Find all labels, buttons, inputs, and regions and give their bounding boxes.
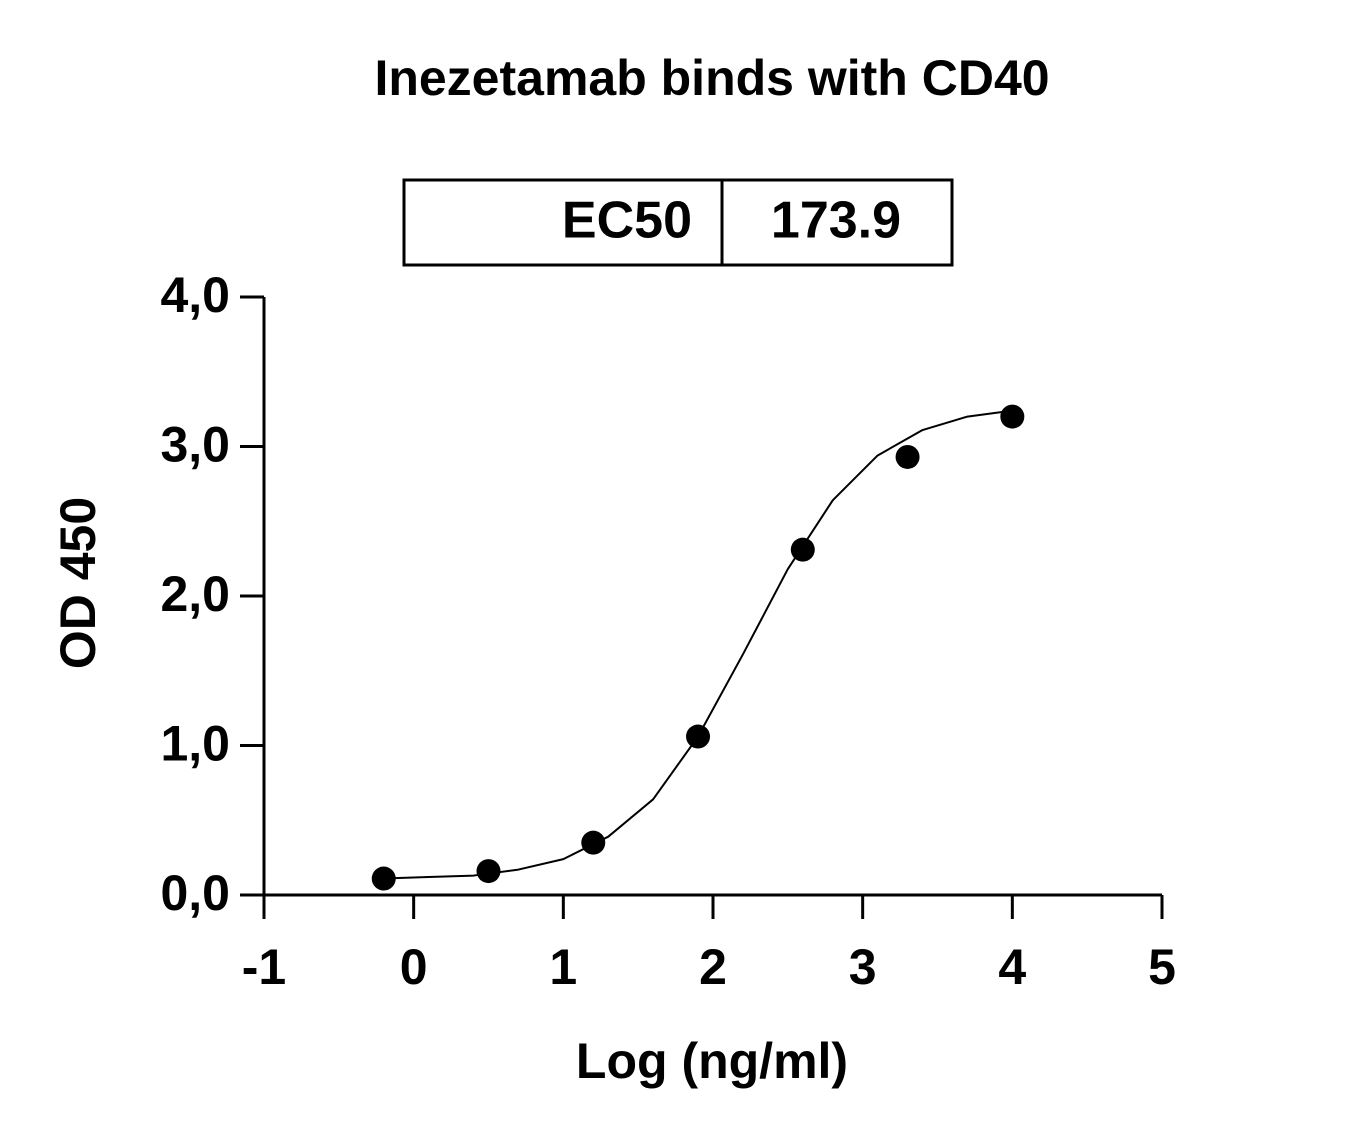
data-point (476, 859, 501, 884)
data-point (686, 724, 711, 749)
fit-curve (383, 409, 1013, 880)
x-tick-label: 1 (549, 939, 577, 995)
x-tick-label: 5 (1148, 939, 1176, 995)
table-label: EC50 (562, 192, 692, 250)
x-tick-label: 0 (400, 939, 428, 995)
y-tick-label: 1,0 (160, 716, 230, 772)
data-point (371, 866, 396, 891)
y-tick-label: 3,0 (160, 417, 230, 473)
x-tick-label: -1 (242, 939, 286, 995)
y-tick-label: 4,0 (160, 267, 230, 323)
table-value: 173.9 (771, 192, 901, 250)
data-point (895, 444, 920, 469)
table-box (402, 178, 954, 267)
y-tick-label: 0,0 (160, 865, 230, 921)
x-tick-label: 3 (849, 939, 877, 995)
data-point (790, 537, 815, 562)
y-tick-label: 2,0 (160, 566, 230, 622)
x-tick-label: 4 (998, 939, 1026, 995)
chart-title: Inezetamab binds with CD40 (374, 50, 1049, 106)
x-tick-label: 2 (699, 939, 727, 995)
x-axis-label: Log (ng/ml) (576, 1033, 848, 1089)
data-point (581, 830, 606, 855)
data-point (1000, 404, 1025, 429)
y-axis-label: OD 450 (50, 497, 106, 669)
